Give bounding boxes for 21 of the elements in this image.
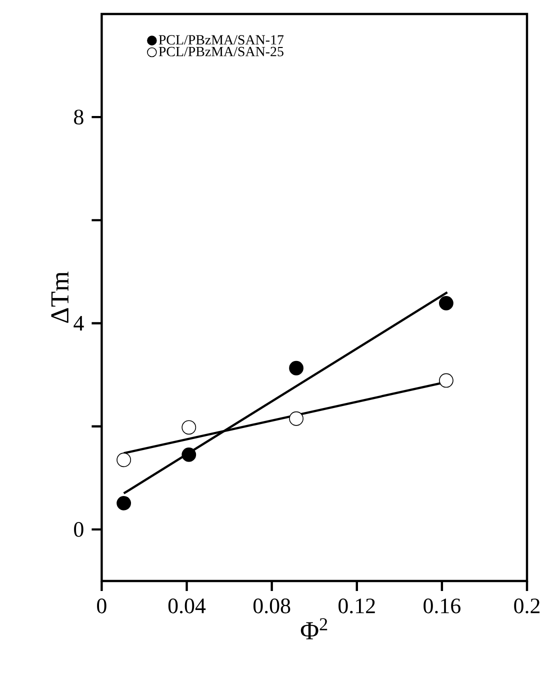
point xyxy=(182,448,196,462)
point xyxy=(289,360,304,376)
legend-label: PCL/PBzMA/SAN-17 xyxy=(158,35,284,45)
x-tick-label: 0.08 xyxy=(253,598,290,614)
y-tick-label: 0 xyxy=(74,522,84,537)
point xyxy=(182,420,196,435)
y-tick-label: 8 xyxy=(74,110,84,124)
x-tick-label: 0.12 xyxy=(338,598,375,614)
legend-label: PCL/PBzMA/SAN-25 xyxy=(158,46,284,56)
point xyxy=(289,411,304,426)
y-axis-title: ΔTm xyxy=(51,272,68,323)
x-tick-label: 0 xyxy=(97,598,106,614)
x-tick-label: 0.2 xyxy=(514,598,540,614)
point xyxy=(116,452,132,468)
point xyxy=(438,373,454,388)
x-axis-title: Φ$^{2}$ xyxy=(300,618,328,640)
point xyxy=(116,496,132,510)
x-tick-label: 0.04 xyxy=(168,598,206,614)
point xyxy=(438,296,454,310)
x-tick-label: 0.16 xyxy=(424,598,460,614)
y-tick-label: 4 xyxy=(74,316,84,330)
